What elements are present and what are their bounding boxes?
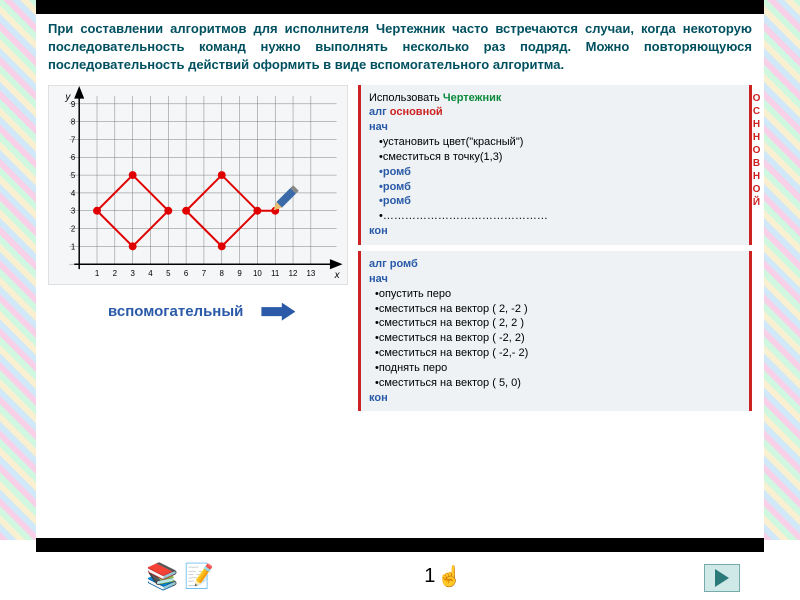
svg-text:4: 4 <box>71 188 76 197</box>
svg-text:2: 2 <box>71 224 75 233</box>
svg-text:7: 7 <box>71 135 75 144</box>
svg-text:7: 7 <box>202 269 206 278</box>
page-number: 1 ☝ <box>424 564 462 589</box>
svg-text:11: 11 <box>271 269 280 278</box>
svg-text:9: 9 <box>237 269 242 278</box>
code-line: •сместиться на вектор ( -2, 2) <box>369 331 741 346</box>
aux-algorithm-block: алг ромб нач •опустить перо •сместиться … <box>358 251 752 411</box>
svg-text:9: 9 <box>71 99 76 108</box>
svg-text:12: 12 <box>289 269 298 278</box>
code-kw: Чертежник <box>443 92 502 104</box>
code-line: •сместиться на вектор ( 5, 0) <box>369 376 741 391</box>
coordinate-chart: y x 12345678910111213 123456789 <box>48 85 348 285</box>
svg-text:1: 1 <box>95 269 100 278</box>
main-algorithm-block: ОСННОВНОЙ Использовать Чертежник алг осн… <box>358 85 752 245</box>
code-line: •……………………………………… <box>369 209 741 224</box>
code-line: •опустить перо <box>369 287 741 302</box>
svg-text:13: 13 <box>306 269 315 278</box>
svg-text:3: 3 <box>71 206 76 215</box>
page-number-value: 1 <box>424 565 435 588</box>
auxiliary-label: вспомогательный <box>108 303 348 321</box>
play-triangle-icon <box>715 569 729 587</box>
code-kw: алг <box>369 106 390 118</box>
arrow-right-icon <box>261 303 295 321</box>
svg-text:1: 1 <box>71 242 76 251</box>
decorative-border-left <box>0 0 36 540</box>
code-line: •поднять перо <box>369 361 741 376</box>
svg-text:10: 10 <box>253 269 262 278</box>
aux-text: вспомогательный <box>108 303 243 320</box>
code-kw: алг <box>369 258 390 270</box>
footer-bar: 📚 📝 1 ☝ <box>36 552 764 600</box>
code-line: •установить цвет("красный") <box>369 135 741 150</box>
decorative-border-right <box>764 0 800 540</box>
svg-text:x: x <box>334 270 341 281</box>
code-line: •ромб <box>369 194 741 209</box>
frame-bar-bottom <box>36 538 764 552</box>
code-line: •ромб <box>369 180 741 195</box>
code-line: •сместиться в точку(1,3) <box>369 150 741 165</box>
code-kw: нач <box>369 272 741 287</box>
slide-content: При составлении алгоритмов для исполните… <box>36 14 764 538</box>
main-side-label: ОСННОВНОЙ <box>750 93 764 210</box>
svg-text:5: 5 <box>71 171 76 180</box>
frame-bar-top <box>36 0 764 14</box>
code-line: •сместиться на вектор ( -2,- 2) <box>369 346 741 361</box>
code-kw: нач <box>369 120 741 135</box>
svg-text:8: 8 <box>220 269 225 278</box>
hand-cursor-icon: ☝ <box>437 564 462 589</box>
svg-text:6: 6 <box>71 153 76 162</box>
svg-text:6: 6 <box>184 269 189 278</box>
code-kw: кон <box>369 224 741 239</box>
code-line: •сместиться на вектор ( 2, -2 ) <box>369 302 741 317</box>
svg-text:2: 2 <box>113 269 117 278</box>
code-line: •сместиться на вектор ( 2, 2 ) <box>369 316 741 331</box>
code-line: Использовать <box>369 92 443 104</box>
svg-text:3: 3 <box>130 269 135 278</box>
books-icon[interactable]: 📚 <box>146 561 178 592</box>
svg-text:8: 8 <box>71 117 76 126</box>
notepad-pencil-icon[interactable]: 📝 <box>184 562 214 591</box>
intro-paragraph: При составлении алгоритмов для исполните… <box>48 20 752 75</box>
svg-text:5: 5 <box>166 269 171 278</box>
code-line: •ромб <box>369 165 741 180</box>
code-kw: основной <box>390 106 443 118</box>
code-kw: кон <box>369 391 741 406</box>
code-kw: ромб <box>390 258 418 270</box>
svg-text:4: 4 <box>148 269 153 278</box>
play-next-button[interactable] <box>704 564 740 592</box>
